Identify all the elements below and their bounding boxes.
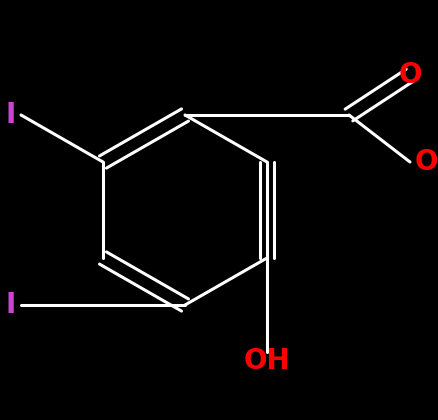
Text: OH: OH (414, 148, 438, 176)
Text: O: O (397, 61, 421, 89)
Text: I: I (6, 101, 16, 129)
Text: I: I (6, 291, 16, 319)
Text: OH: OH (243, 347, 290, 375)
